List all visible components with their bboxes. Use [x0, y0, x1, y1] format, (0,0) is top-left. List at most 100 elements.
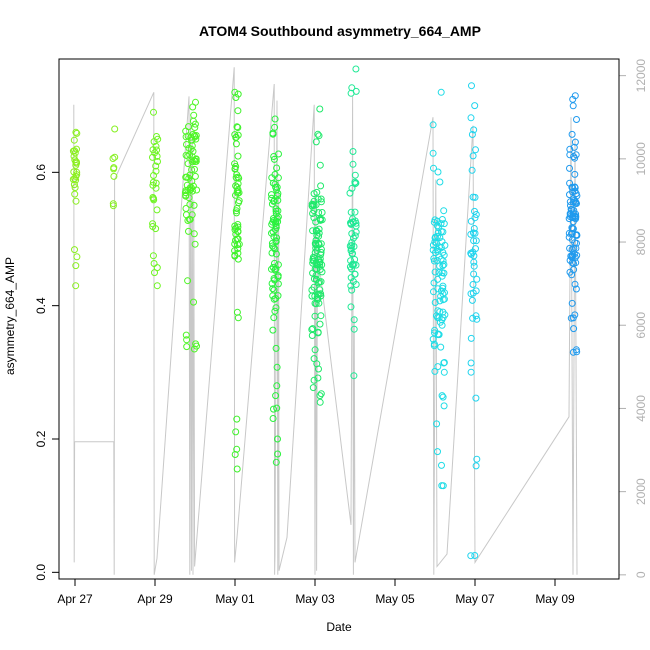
data-point [149, 181, 157, 189]
data-point [272, 392, 280, 400]
data-point [109, 202, 117, 210]
data-point [566, 145, 574, 153]
series-group [429, 88, 449, 490]
data-point [573, 200, 580, 207]
data-point [436, 234, 444, 242]
data-point [271, 123, 279, 131]
data-point [352, 65, 360, 73]
data-point [184, 217, 192, 224]
data-point [439, 282, 447, 290]
data-point [468, 131, 476, 138]
data-point [472, 237, 480, 245]
data-point [274, 435, 281, 443]
data-point [232, 182, 240, 190]
data-point [349, 160, 357, 168]
data-point [433, 222, 441, 230]
data-point [470, 258, 478, 266]
data-point [270, 155, 278, 163]
data-point [467, 368, 475, 376]
data-point [469, 248, 477, 256]
data-point [346, 189, 354, 197]
data-point [348, 84, 356, 92]
data-point [73, 145, 80, 153]
data-point [70, 152, 78, 160]
data-point [149, 153, 156, 161]
data-point [349, 249, 356, 257]
y2-tick-label: 2000 [634, 478, 648, 505]
data-point [182, 192, 190, 200]
data-point [565, 233, 573, 241]
data-point [111, 153, 119, 161]
data-point [111, 125, 119, 133]
data-point [468, 166, 476, 174]
data-point [568, 206, 576, 214]
data-point [467, 114, 475, 122]
data-point [441, 311, 449, 319]
data-point [348, 260, 356, 268]
data-point [467, 359, 475, 367]
data-point [317, 278, 325, 286]
data-point [352, 87, 360, 95]
data-point [350, 372, 358, 380]
series-group [109, 125, 119, 210]
y-tick-label: 0.2 [34, 430, 48, 447]
data-point [467, 552, 475, 560]
data-point [269, 179, 277, 187]
data-point [268, 191, 275, 199]
data-point [439, 393, 447, 401]
data-point [186, 200, 194, 208]
data-point [270, 295, 278, 303]
data-point [150, 195, 157, 203]
data-point [314, 374, 322, 382]
data-point [471, 552, 479, 559]
data-point [309, 227, 317, 235]
data-point [188, 142, 196, 150]
data-point [234, 131, 242, 139]
data-point [435, 224, 443, 232]
data-point [311, 265, 319, 273]
data-point [188, 158, 196, 166]
data-point [351, 232, 359, 240]
data-point [437, 220, 445, 228]
data-point [73, 253, 81, 261]
data-point [71, 184, 79, 192]
data-point [232, 207, 240, 215]
data-point [437, 292, 445, 300]
x-axis-label: Date [326, 620, 352, 634]
data-point [565, 229, 573, 237]
series-group [149, 108, 162, 290]
data-point [189, 103, 197, 111]
data-point [568, 225, 576, 233]
y2-tick-label: 10000 [634, 142, 648, 176]
data-point [149, 223, 157, 230]
data-point [312, 138, 320, 146]
data-point [350, 243, 358, 250]
data-point [153, 206, 161, 214]
data-point [438, 461, 445, 469]
data-point [431, 367, 439, 375]
data-point [432, 249, 439, 257]
data-point [352, 179, 360, 187]
secondary-series-line [73, 67, 578, 575]
data-point [315, 132, 323, 140]
data-point [72, 282, 80, 290]
data-point [440, 261, 448, 268]
data-point [268, 200, 276, 208]
data-point [72, 197, 80, 205]
data-point [347, 303, 355, 311]
data-point [316, 105, 324, 113]
data-point [350, 316, 358, 324]
data-point [310, 376, 318, 384]
data-point [430, 164, 437, 172]
data-point [313, 188, 321, 196]
data-point [271, 245, 279, 253]
data-point [72, 172, 80, 180]
data-point [234, 228, 242, 236]
data-point [315, 290, 323, 298]
y-axis-label: asymmetry_664_AMP [3, 257, 17, 375]
data-point [273, 186, 280, 194]
y2-tick-label: 12000 [634, 59, 648, 93]
data-point [430, 257, 438, 265]
x-tick-label: May 03 [295, 592, 335, 606]
